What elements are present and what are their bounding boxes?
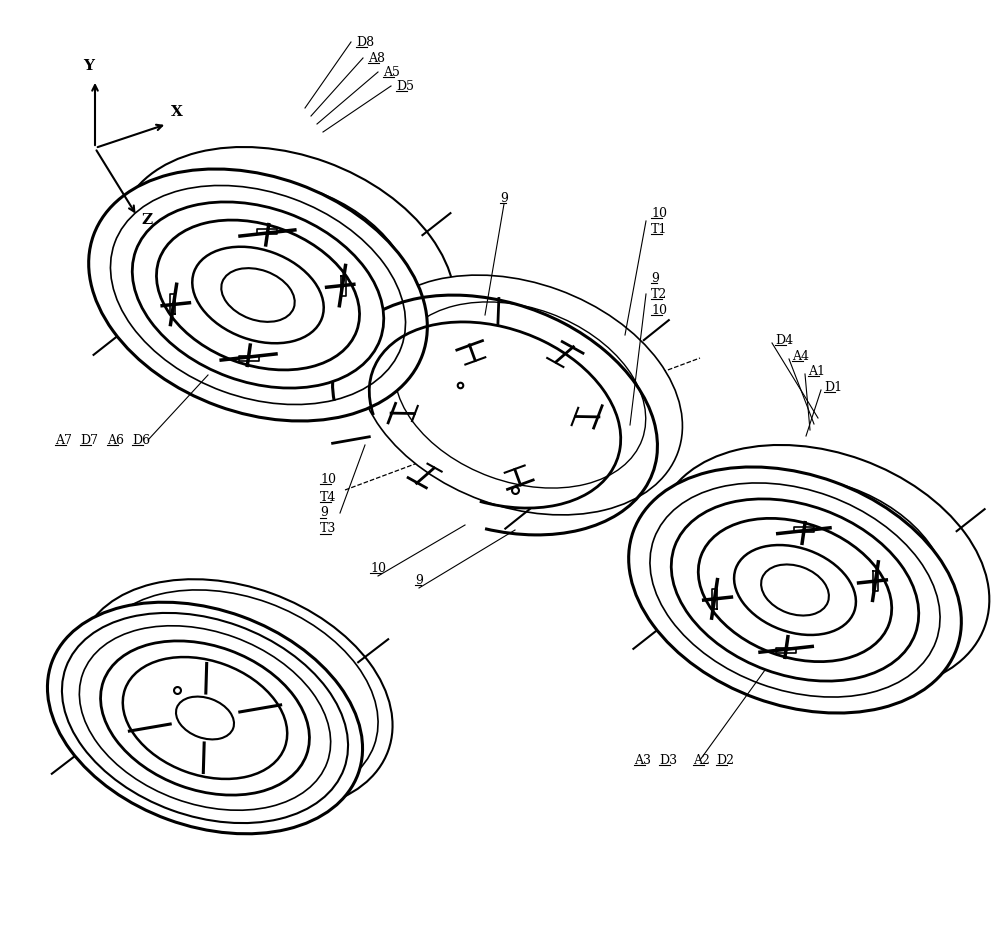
Text: A4: A4: [792, 350, 809, 362]
Text: A3: A3: [634, 754, 651, 767]
Text: D1: D1: [824, 380, 842, 393]
Ellipse shape: [77, 579, 393, 811]
Text: D3: D3: [659, 754, 677, 767]
Text: 10: 10: [651, 303, 667, 317]
Text: 9: 9: [320, 506, 328, 520]
Ellipse shape: [89, 169, 427, 421]
Text: T3: T3: [320, 522, 336, 536]
Ellipse shape: [734, 545, 856, 635]
Ellipse shape: [101, 641, 309, 795]
Ellipse shape: [671, 499, 919, 681]
Text: D7: D7: [80, 433, 98, 447]
Ellipse shape: [699, 477, 947, 659]
Text: T2: T2: [651, 287, 667, 301]
Text: D8: D8: [356, 35, 374, 48]
Text: X: X: [171, 105, 183, 119]
Ellipse shape: [176, 697, 234, 739]
Text: 9: 9: [651, 271, 659, 284]
Text: 10: 10: [651, 207, 667, 220]
Ellipse shape: [123, 657, 287, 779]
Text: A2: A2: [693, 754, 710, 767]
Ellipse shape: [156, 220, 360, 370]
Ellipse shape: [62, 613, 348, 823]
Ellipse shape: [221, 268, 295, 322]
Ellipse shape: [761, 564, 829, 615]
Ellipse shape: [47, 602, 363, 834]
Ellipse shape: [160, 180, 412, 366]
Text: A6: A6: [107, 433, 124, 447]
Ellipse shape: [117, 147, 455, 399]
Text: 9: 9: [500, 191, 508, 205]
Text: 9: 9: [415, 574, 423, 587]
Text: D2: D2: [716, 754, 734, 767]
Text: D4: D4: [775, 334, 793, 347]
Ellipse shape: [698, 519, 892, 662]
Ellipse shape: [358, 275, 682, 515]
Text: Y: Y: [83, 59, 94, 73]
Ellipse shape: [394, 302, 646, 488]
Text: A7: A7: [55, 433, 72, 447]
Text: 10: 10: [370, 561, 386, 574]
Text: A5: A5: [383, 65, 400, 79]
Text: T1: T1: [651, 223, 667, 235]
Text: Z: Z: [141, 213, 152, 227]
Text: A8: A8: [368, 51, 385, 64]
Text: D5: D5: [396, 80, 414, 93]
Ellipse shape: [629, 467, 961, 713]
Text: D6: D6: [132, 433, 150, 447]
Ellipse shape: [132, 202, 384, 388]
Text: T4: T4: [320, 490, 336, 503]
Text: 10: 10: [320, 472, 336, 485]
Ellipse shape: [657, 445, 989, 691]
Ellipse shape: [192, 246, 324, 343]
Text: A1: A1: [808, 364, 825, 377]
Ellipse shape: [79, 626, 331, 811]
